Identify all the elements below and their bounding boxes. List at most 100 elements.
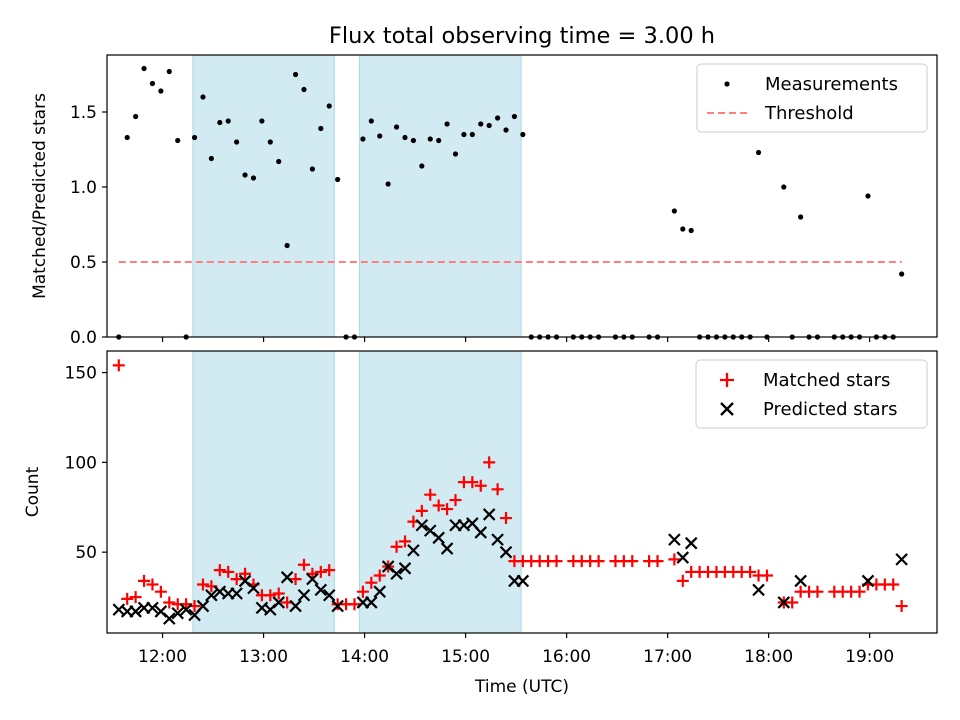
matched-star-point xyxy=(483,456,496,469)
measurement-point xyxy=(166,68,172,75)
matched-star-point xyxy=(390,540,403,553)
legend-threshold-label: Threshold xyxy=(764,103,854,124)
predicted-star-point xyxy=(314,583,328,597)
measurement-point xyxy=(520,131,526,138)
measurement-point xyxy=(234,139,240,145)
top-y-axis-label: Matched/Predicted stars xyxy=(30,93,50,299)
x-axis-label: Time (UTC) xyxy=(474,677,569,697)
legend-measurements-label: Measurements xyxy=(765,74,898,95)
measurement-point xyxy=(175,137,181,144)
x-tick-label: 17:00 xyxy=(643,647,692,667)
legend-matched-marker xyxy=(720,373,734,387)
matched-star-point xyxy=(626,555,639,568)
predicted-star-point xyxy=(205,589,218,602)
top-y-tick-label: 0.5 xyxy=(70,253,97,273)
matched-star-point xyxy=(264,589,277,602)
legend-predicted-marker xyxy=(720,402,734,416)
matched-star-point xyxy=(786,596,799,609)
matched-star-point xyxy=(323,564,336,577)
shaded-interval xyxy=(192,54,335,338)
measurement-point xyxy=(158,88,164,94)
matched-star-point xyxy=(811,585,824,598)
measurement-point xyxy=(478,121,484,127)
predicted-star-point xyxy=(146,601,159,615)
measurement-point xyxy=(410,137,417,144)
measurement-point xyxy=(318,125,324,132)
predicted-star-point xyxy=(861,574,875,588)
measurement-point xyxy=(427,136,433,142)
predicted-star-point xyxy=(895,553,908,566)
predicted-star-point xyxy=(668,533,681,546)
shaded-interval xyxy=(359,350,522,634)
matched-star-point xyxy=(129,591,142,604)
top-y-ticks: 0.0 0.5 1.0 1.5 xyxy=(70,103,107,348)
measurement-point xyxy=(486,122,492,129)
measurement-point xyxy=(494,115,501,121)
predicted-star-point xyxy=(331,599,344,613)
matched-star-point xyxy=(466,476,479,489)
matched-star-point xyxy=(592,555,605,568)
predicted-star-point xyxy=(777,596,791,609)
measurement-point xyxy=(225,118,231,124)
predicted-star-point xyxy=(676,551,690,564)
predicted-star-point xyxy=(280,571,294,584)
matched-star-point xyxy=(668,553,681,566)
bottom-panel: 12:00 13:00 14:00 15:00 16:00 17:00 18:00 19:00… xyxy=(23,350,938,697)
x-tick-label: 19:00 xyxy=(845,647,894,667)
x-tick-label: 18:00 xyxy=(744,647,793,667)
predicted-star-point xyxy=(365,596,378,609)
measurement-point xyxy=(242,172,248,178)
bottom-legend-box xyxy=(695,359,928,429)
chart-title: Flux total observing time = 3.00 h xyxy=(329,23,715,49)
predicted-star-point xyxy=(752,583,765,597)
predicted-star-point xyxy=(499,545,513,559)
measurement-point xyxy=(250,175,257,181)
matched-star-point xyxy=(348,598,361,611)
matched-star-point xyxy=(146,578,159,591)
matched-star-point xyxy=(415,504,428,517)
shaded-interval xyxy=(192,350,335,634)
predicted-star-point xyxy=(163,612,176,625)
matched-star-point xyxy=(449,494,462,507)
matched-star-point xyxy=(424,488,437,501)
top-axes-frame xyxy=(106,54,938,338)
legend-measurements-marker xyxy=(724,81,730,87)
matched-star-point xyxy=(676,574,689,587)
measurement-point xyxy=(680,226,686,232)
predicted-star-point xyxy=(129,605,142,618)
matched-star-point xyxy=(213,564,226,577)
measurement-point xyxy=(309,166,315,172)
matched-star-point xyxy=(365,576,378,589)
matched-star-point xyxy=(356,585,369,598)
top-legend: Measurements Threshold xyxy=(696,63,928,133)
predicted-star-point xyxy=(373,585,387,598)
predicted-star-point xyxy=(415,518,429,532)
measurement-point xyxy=(133,113,139,120)
measurement-point xyxy=(503,127,509,133)
matched-star-point xyxy=(154,585,167,598)
predicted-star-markers xyxy=(112,508,908,625)
bottom-y-axis-label: Count xyxy=(23,466,43,517)
predicted-star-point xyxy=(322,589,336,602)
matched-star-point xyxy=(491,483,504,496)
measurement-point xyxy=(798,214,804,220)
matched-star-point xyxy=(163,596,176,609)
predicted-star-point xyxy=(516,574,530,588)
top-y-tick-label: 1.5 xyxy=(70,103,97,123)
measurement-point xyxy=(284,242,290,249)
predicted-star-point xyxy=(684,536,698,550)
measurement-point xyxy=(452,151,459,157)
measurement-point xyxy=(781,184,787,190)
matched-star-markers xyxy=(112,359,908,613)
measurement-point xyxy=(385,181,391,187)
measurement-point xyxy=(469,131,475,138)
predicted-star-point xyxy=(306,572,319,586)
measurement-point xyxy=(671,208,677,214)
measurement-point xyxy=(461,131,467,138)
x-tick-label: 15:00 xyxy=(441,647,490,667)
top-y-tick-label: 1.0 xyxy=(70,178,97,198)
predicted-star-point xyxy=(482,508,496,521)
x-tick-label: 13:00 xyxy=(239,647,288,667)
measurement-point xyxy=(267,139,273,145)
